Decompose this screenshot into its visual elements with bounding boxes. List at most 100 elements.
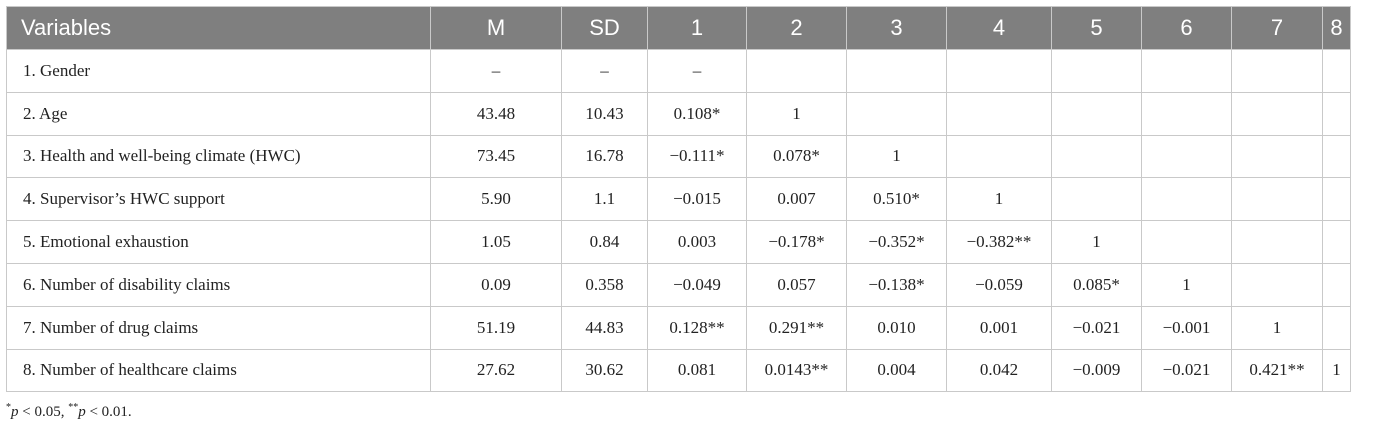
- table-cell: 10.43: [561, 91, 648, 136]
- footnote-p-1: p: [11, 404, 19, 420]
- table-cell: 0.078*: [746, 134, 847, 179]
- variable-name-cell: 3. Health and well-being climate (HWC): [6, 134, 431, 179]
- correlation-table-container: Variables M SD 1 2 3 4 5 6 7 8 1. Gender – – –2. Age 4…: [6, 6, 1351, 393]
- variable-name-cell: 6. Number of disability claims: [6, 262, 431, 307]
- table-cell: [946, 91, 1052, 136]
- table-cell: 0.09: [430, 262, 562, 307]
- table-cell: [746, 49, 847, 93]
- table-cell: 27.62: [430, 348, 562, 393]
- column-header: 6: [1141, 6, 1232, 50]
- column-header: 5: [1051, 6, 1142, 50]
- table-cell: [1231, 220, 1323, 264]
- table-cell: 0.84: [561, 220, 648, 264]
- table-row: 2. Age 43.48 10.43 0.108* 1: [6, 91, 1351, 136]
- table-cell: [1141, 220, 1232, 264]
- variable-name-cell: 4. Supervisor’s HWC support: [6, 177, 431, 222]
- table-row: 8. Number of healthcare claims 27.62 30.62…: [6, 348, 1351, 393]
- table-cell: 1.1: [561, 177, 648, 222]
- table-cell: [946, 134, 1052, 179]
- table-cell: 0.010: [846, 305, 947, 350]
- table-cell: 1.05: [430, 220, 562, 264]
- table-cell: [1322, 49, 1351, 93]
- table-cell: −0.352*: [846, 220, 947, 264]
- table-cell: [1231, 49, 1323, 93]
- table-cell: –: [430, 49, 562, 93]
- table-cell: 0.003: [647, 220, 747, 264]
- table-cell: [1051, 177, 1142, 222]
- table-cell: 0.128**: [647, 305, 747, 350]
- table-row: 7. Number of drug claims 51.19 44.83 0.128*…: [6, 305, 1351, 350]
- table-cell: [1322, 305, 1351, 350]
- table-cell: 1: [946, 177, 1052, 222]
- table-cell: [1231, 134, 1323, 179]
- table-cell: –: [647, 49, 747, 93]
- column-header: Variables: [6, 6, 431, 50]
- footnote-single-star: *: [6, 402, 11, 413]
- table-cell: 0.0143**: [746, 348, 847, 393]
- table-cell: 0.108*: [647, 91, 747, 136]
- table-cell: 0.007: [746, 177, 847, 222]
- table-cell: −0.049: [647, 262, 747, 307]
- table-cell: 30.62: [561, 348, 648, 393]
- table-cell: [1322, 220, 1351, 264]
- table-cell: 16.78: [561, 134, 648, 179]
- table-cell: [846, 49, 947, 93]
- table-cell: 73.45: [430, 134, 562, 179]
- table-cell: 0.085*: [1051, 262, 1142, 307]
- table-row: 4. Supervisor’s HWC support 5.90 1.1 −0.015…: [6, 177, 1351, 222]
- table-cell: 5.90: [430, 177, 562, 222]
- table-cell: [1141, 49, 1232, 93]
- column-header: 3: [846, 6, 947, 50]
- table-cell: [1051, 134, 1142, 179]
- footnote-double-star: **: [68, 402, 79, 413]
- table-cell: [846, 91, 947, 136]
- table-cell: 51.19: [430, 305, 562, 350]
- table-cell: −0.021: [1051, 305, 1142, 350]
- table-footnote: *p < 0.05, **p < 0.01.: [6, 402, 132, 421]
- table-cell: 1: [746, 91, 847, 136]
- table-cell: [946, 49, 1052, 93]
- table-cell: 0.001: [946, 305, 1052, 350]
- footnote-condition-2: < 0.01.: [85, 404, 132, 420]
- table-cell: [1141, 134, 1232, 179]
- table-cell: –: [561, 49, 648, 93]
- table-cell: −0.015: [647, 177, 747, 222]
- table-cell: [1322, 262, 1351, 307]
- table-cell: [1231, 262, 1323, 307]
- table-cell: 0.081: [647, 348, 747, 393]
- table-cell: 1: [1051, 220, 1142, 264]
- table-cell: [1051, 49, 1142, 93]
- table-cell: [1141, 177, 1232, 222]
- table-cell: 0.004: [846, 348, 947, 393]
- table-cell: [1231, 177, 1323, 222]
- table-cell: 0.510*: [846, 177, 947, 222]
- table-cell: −0.382**: [946, 220, 1052, 264]
- variable-name-cell: 2. Age: [6, 91, 431, 136]
- variable-name-cell: 7. Number of drug claims: [6, 305, 431, 350]
- table-row: 3. Health and well-being climate (HWC) 73…: [6, 134, 1351, 179]
- table-cell: 1: [1141, 262, 1232, 307]
- column-header: 7: [1231, 6, 1323, 50]
- table-cell: 0.057: [746, 262, 847, 307]
- table-row: 6. Number of disability claims 0.09 0.358−…: [6, 262, 1351, 307]
- table-cell: 0.421**: [1231, 348, 1323, 393]
- table-cell: [1322, 177, 1351, 222]
- table-cell: [1051, 91, 1142, 136]
- table-row: 5. Emotional exhaustion 1.05 0.84 0.003 −0.1…: [6, 220, 1351, 264]
- table-row: 1. Gender – – –: [6, 49, 1351, 93]
- table-cell: 43.48: [430, 91, 562, 136]
- column-header: 2: [746, 6, 847, 50]
- column-header: 8: [1322, 6, 1351, 50]
- footnote-condition-1: < 0.05,: [18, 404, 69, 420]
- table-body: 1. Gender – – –2. Age 43.48 10.43 0.108* 1 3. He…: [6, 49, 1351, 393]
- column-header: 1: [647, 6, 747, 50]
- column-header: SD: [561, 6, 648, 50]
- table-header-row: Variables M SD 1 2 3 4 5 6 7 8: [6, 6, 1351, 50]
- table-cell: 0.291**: [746, 305, 847, 350]
- variable-name-cell: 1. Gender: [6, 49, 431, 93]
- footnote-p-2: p: [78, 404, 86, 420]
- table-cell: [1231, 91, 1323, 136]
- table-cell: −0.138*: [846, 262, 947, 307]
- column-header: 4: [946, 6, 1052, 50]
- table-cell: 1: [846, 134, 947, 179]
